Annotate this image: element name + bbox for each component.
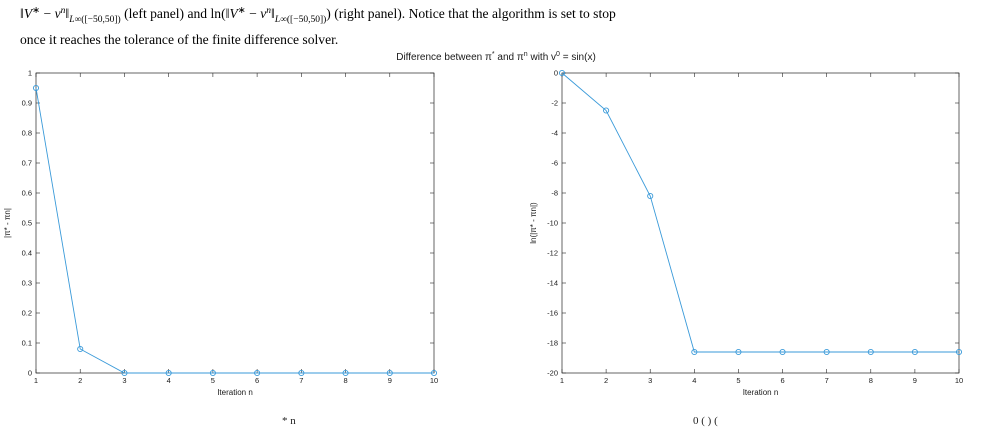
y-tick-label: -4	[551, 129, 558, 138]
intro-line-1: ‖V∗ − vn‖L∞([−50,50]) (left panel) and l…	[20, 2, 980, 30]
y-tick-label: 0.1	[22, 339, 32, 348]
data-point-marker	[691, 348, 698, 356]
x-tick-label: 10	[430, 376, 438, 385]
x-tick-label: 8	[869, 376, 873, 385]
y-tick-label: 0	[554, 69, 558, 78]
intro-text-right: ) (right panel). Notice that the algorit…	[326, 6, 616, 21]
y-tick-label: -18	[547, 339, 558, 348]
title-pi-1: π	[485, 52, 492, 63]
title-pi-2: π	[517, 52, 524, 63]
title-zero: 0	[556, 51, 560, 58]
x-tick-label: 5	[211, 376, 215, 385]
data-point-marker	[955, 348, 963, 356]
x-tick-label: 3	[648, 376, 652, 385]
title-and: and	[495, 52, 517, 63]
y-tick-label: 0.8	[22, 129, 32, 138]
y-tick-label: -6	[551, 159, 558, 168]
y-tick-label: -16	[547, 309, 558, 318]
data-point-marker	[779, 348, 786, 356]
y-tick-label: 0.3	[22, 279, 32, 288]
x-tick-label: 6	[255, 376, 259, 385]
norm-left-math: ‖V∗ − vn‖L∞([−50,50])	[20, 6, 121, 25]
x-tick-label: 4	[692, 376, 696, 385]
x-tick-label: 9	[913, 376, 917, 385]
x-tick-label: 2	[78, 376, 82, 385]
data-point-marker	[77, 345, 84, 353]
caption-fragments: * n 0 ( ) (	[0, 415, 989, 432]
x-axis-label: Iteration n	[217, 388, 253, 397]
y-tick-label: 0.7	[22, 159, 32, 168]
series-line	[561, 72, 959, 353]
data-point-marker	[386, 369, 393, 377]
x-tick-label: 9	[388, 376, 392, 385]
title-prefix: Difference between	[396, 52, 485, 63]
data-point-marker	[209, 369, 216, 377]
x-tick-label: 7	[299, 376, 303, 385]
y-tick-label: 0	[28, 369, 32, 378]
caption-fragment-1: * n	[282, 415, 296, 427]
data-point-marker	[165, 369, 172, 377]
title-with: with v	[528, 52, 556, 63]
data-point-marker	[254, 369, 261, 377]
y-tick-label: -14	[547, 279, 558, 288]
data-point-marker	[603, 107, 610, 114]
y-axis-label: |π* - πn|	[3, 208, 12, 238]
axes-box	[561, 72, 960, 374]
data-point-marker	[298, 369, 305, 377]
data-point-marker	[823, 348, 830, 356]
intro-line-2: once it reaches the tolerance of the fin…	[20, 32, 339, 47]
y-tick-label: 0.4	[22, 249, 32, 258]
data-point-marker	[647, 192, 654, 200]
data-point-marker	[558, 69, 566, 77]
figure: Difference between π* and πn with v0 = s…	[3, 51, 963, 397]
y-axis-label: ln(|π* - πn|)	[529, 202, 538, 244]
series-line	[35, 87, 434, 374]
right-panel: 1 2 3 4 5 6 7 8 9 10 0 -2 -4 -6 -8 -10 -12 -14 -16 -18 -20 It…	[529, 69, 963, 397]
intro-paragraph: ‖V∗ − vn‖L∞([−50,50]) (left panel) and l…	[20, 2, 980, 49]
y-tick-label: 0.6	[22, 189, 32, 198]
title-eq: = sin(x)	[560, 52, 596, 63]
title-n: n	[524, 51, 528, 58]
y-tick-label: 1	[28, 69, 32, 78]
x-tick-label: 1	[560, 376, 564, 385]
y-tick-label: -12	[547, 249, 558, 258]
x-tick-label: 8	[343, 376, 347, 385]
data-point-marker	[121, 369, 128, 377]
data-point-marker	[735, 348, 742, 356]
data-point-marker	[32, 84, 40, 92]
y-tick-label: -2	[551, 99, 558, 108]
x-tick-label: 1	[34, 376, 38, 385]
intro-text-left: (left panel) and ln(	[124, 6, 226, 21]
y-tick-label: 0.2	[22, 309, 32, 318]
x-tick-label: 4	[167, 376, 171, 385]
caption-fragment-2: 0 ( ) (	[693, 415, 718, 427]
x-tick-label: 10	[955, 376, 963, 385]
figure-title: Difference between π* and πn with v0 = s…	[396, 51, 596, 63]
data-point-marker	[867, 348, 874, 356]
title-star: *	[492, 51, 495, 58]
x-tick-label: 5	[736, 376, 740, 385]
y-tick-label: 0.5	[22, 219, 32, 228]
y-tick-label: 0.9	[22, 99, 32, 108]
data-point-marker	[911, 348, 918, 356]
x-tick-label: 2	[604, 376, 608, 385]
y-tick-label: -8	[551, 189, 558, 198]
norm-right-math: ‖V∗ − vn‖L∞([−50,50])	[225, 6, 327, 25]
x-tick-label: 7	[825, 376, 829, 385]
data-point-marker	[342, 369, 349, 377]
data-point-marker	[430, 369, 438, 377]
x-tick-label: 6	[780, 376, 784, 385]
y-tick-label: -10	[547, 219, 558, 228]
x-axis-label: Iteration n	[743, 388, 779, 397]
left-panel: 1 2 3 4 5 6 7 8 9 10 0 0.1 0.2 0.3 0.4 0.5 0.6 0.7 0.8 0.9 1…	[3, 69, 438, 397]
y-tick-label: -20	[547, 369, 558, 378]
x-tick-label: 3	[122, 376, 126, 385]
axes-box	[35, 72, 435, 374]
